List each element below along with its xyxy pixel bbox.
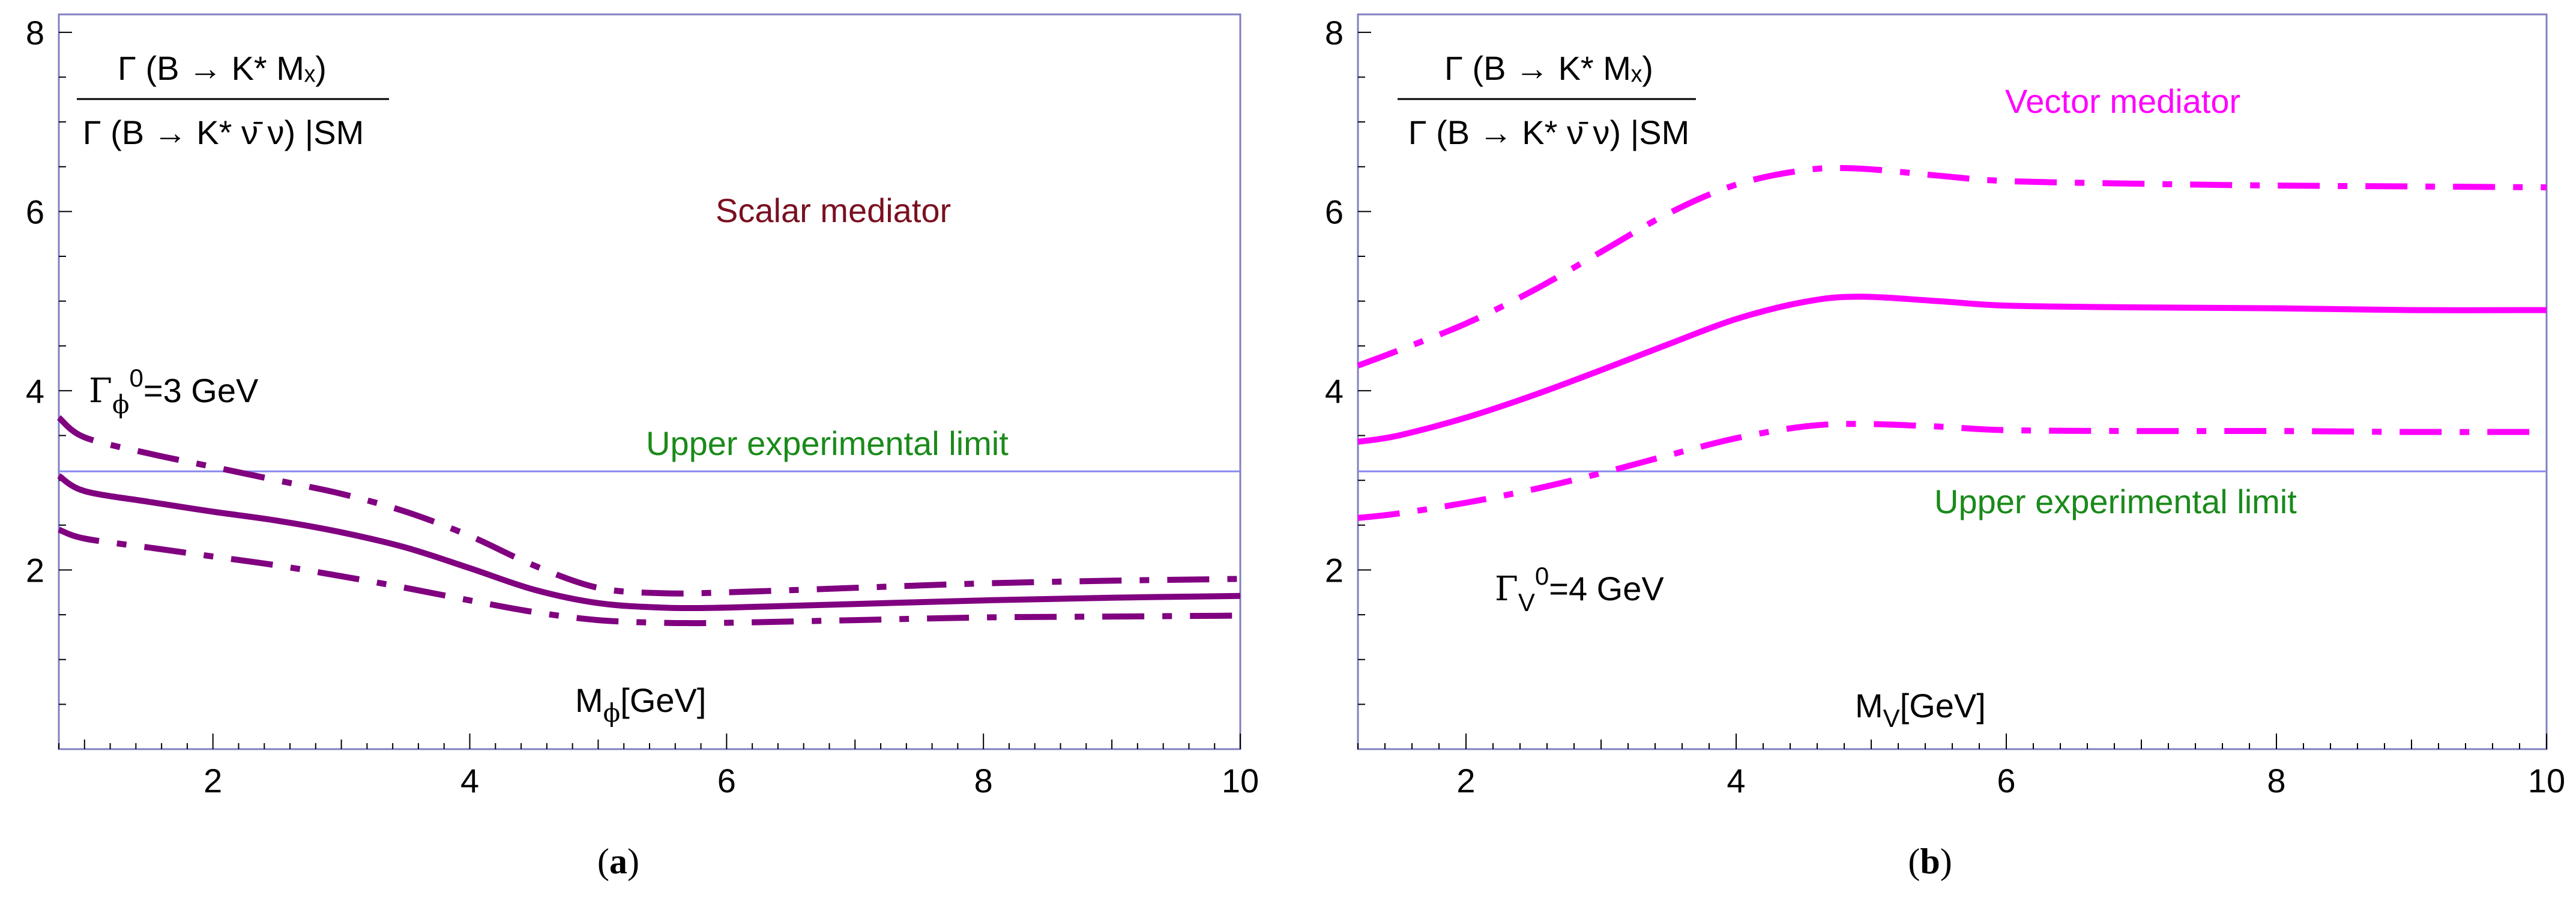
panel-a-x-axis-label: Mϕ[GeV] bbox=[575, 681, 706, 728]
x-tick-label: 10 bbox=[1222, 762, 1259, 800]
x-tick-label: 4 bbox=[460, 762, 479, 800]
series-line-lower bbox=[58, 526, 1241, 627]
panel-a-curves bbox=[56, 415, 1241, 627]
panel-b-caption: (b) bbox=[1908, 842, 1952, 881]
panel-a-width-label: Γϕ0=3 GeV bbox=[89, 364, 259, 419]
panel-a-limit-label: Upper experimental limit bbox=[646, 424, 1009, 462]
x-tick-label: 8 bbox=[974, 762, 993, 800]
y-tick-label: 2 bbox=[1325, 551, 1344, 589]
x-tick-label: 2 bbox=[1456, 762, 1475, 800]
y-tick-label: 2 bbox=[26, 551, 44, 589]
panel-b-ratio-denominator: Γ (B → K* ν̄ ν) |SM bbox=[1408, 113, 1690, 151]
y-tick-label: 8 bbox=[26, 14, 44, 52]
panel-a-ticks: 2 4 6 8 2 4 6 8 10 bbox=[26, 14, 1259, 800]
x-tick-label: 4 bbox=[1727, 762, 1745, 800]
panel-a-ratio-denominator: Γ (B → K* ν̄ ν) |SM bbox=[83, 113, 364, 151]
y-tick-label: 4 bbox=[26, 372, 44, 410]
y-tick-label: 8 bbox=[1325, 14, 1344, 52]
panel-a-caption: (a) bbox=[597, 842, 639, 881]
panel-b-mediator-label: Vector mediator bbox=[2005, 82, 2240, 120]
y-tick-label: 4 bbox=[1325, 372, 1344, 410]
panel-a: 2 4 6 8 2 4 6 8 10 Γ (B → K* Mₓ) Γ (B → K* ν̄ ν)… bbox=[26, 13, 1259, 881]
series-line-upper bbox=[1357, 164, 2547, 369]
panel-b-ratio-numerator: Γ (B → K* Mₓ) bbox=[1444, 49, 1653, 87]
panel-a-mediator-label: Scalar mediator bbox=[716, 191, 951, 229]
panel-b-curves bbox=[1357, 164, 2547, 521]
x-tick-label: 2 bbox=[204, 762, 222, 800]
series-line-lower bbox=[1357, 421, 2547, 521]
y-tick-label: 6 bbox=[26, 193, 44, 231]
series-line-central bbox=[1357, 294, 2547, 445]
x-tick-label: 6 bbox=[1997, 762, 2015, 800]
panel-b-limit-label: Upper experimental limit bbox=[1934, 483, 2297, 520]
panel-b-x-axis-label: MV[GeV] bbox=[1855, 687, 1986, 732]
panel-b: 2 4 6 8 2 4 6 8 10 Γ (B → K* Mₓ) Γ (B → K* ν̄ ν)… bbox=[1325, 13, 2565, 881]
x-tick-label: 10 bbox=[2528, 762, 2565, 800]
panel-b-width-label: ΓV0=4 GeV bbox=[1495, 562, 1664, 616]
panel-b-ticks: 2 4 6 8 2 4 6 8 10 bbox=[1325, 14, 2565, 800]
panel-a-ratio-numerator: Γ (B → K* Mₓ) bbox=[118, 49, 327, 87]
x-tick-label: 6 bbox=[717, 762, 736, 800]
series-line-central bbox=[57, 473, 1241, 612]
y-tick-label: 6 bbox=[1325, 193, 1344, 231]
x-tick-label: 8 bbox=[2267, 762, 2285, 800]
